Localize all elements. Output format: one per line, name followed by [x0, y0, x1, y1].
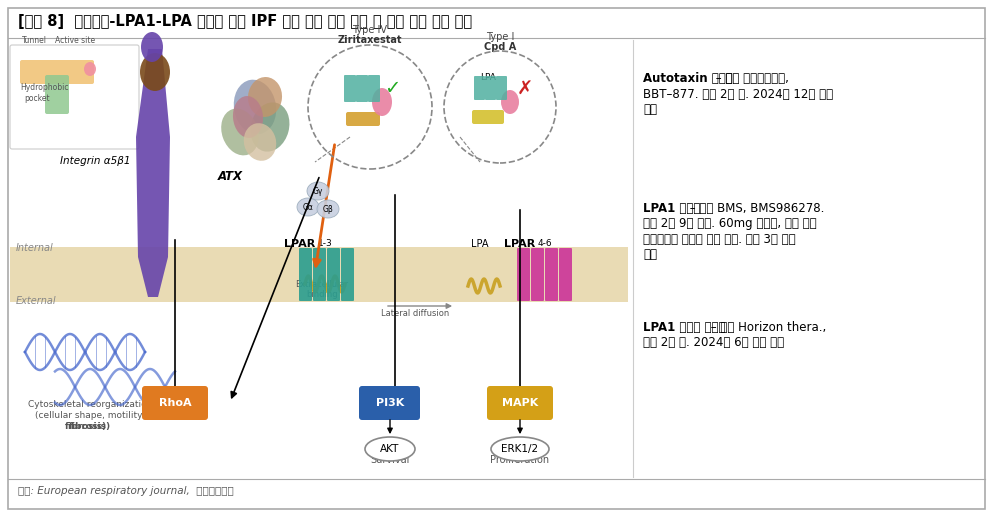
Text: – 미국 BMS, BMS986278.: – 미국 BMS, BMS986278.	[685, 202, 824, 215]
FancyBboxPatch shape	[10, 247, 628, 302]
FancyBboxPatch shape	[517, 248, 530, 301]
Text: – 국내 브릿지바이오,: – 국내 브릿지바이오,	[712, 72, 788, 85]
FancyBboxPatch shape	[359, 386, 420, 420]
Text: Gβ: Gβ	[323, 205, 334, 214]
FancyBboxPatch shape	[559, 248, 572, 301]
FancyBboxPatch shape	[313, 248, 326, 301]
Ellipse shape	[491, 437, 549, 461]
Ellipse shape	[248, 77, 282, 117]
Text: ERK1/2: ERK1/2	[501, 444, 538, 454]
Text: AKT: AKT	[380, 444, 400, 454]
FancyBboxPatch shape	[474, 76, 485, 100]
FancyBboxPatch shape	[45, 75, 69, 114]
Text: Hydrophobic: Hydrophobic	[20, 83, 69, 92]
Text: Type I: Type I	[486, 32, 514, 42]
Text: binding: binding	[306, 290, 338, 299]
Text: 임상 2상 중. 2024년 6월 완료 전망: 임상 2상 중. 2024년 6월 완료 전망	[643, 336, 784, 349]
Text: Cpd A: Cpd A	[484, 42, 516, 52]
Text: Gα: Gα	[303, 203, 314, 211]
Text: Tunnel: Tunnel	[22, 36, 47, 45]
Text: Cytoskeletal reorganization: Cytoskeletal reorganization	[28, 400, 152, 409]
Text: External: External	[16, 296, 57, 306]
Text: PI3K: PI3K	[376, 398, 404, 408]
FancyBboxPatch shape	[368, 75, 380, 102]
Text: (cellular shape, motility,: (cellular shape, motility,	[35, 411, 145, 420]
Polygon shape	[136, 49, 170, 297]
Ellipse shape	[84, 62, 96, 76]
Text: Internal: Internal	[16, 243, 54, 253]
Ellipse shape	[307, 182, 329, 200]
Text: RhoA: RhoA	[159, 398, 192, 408]
Text: ✓: ✓	[384, 80, 400, 99]
Text: LPA: LPA	[480, 73, 496, 82]
Text: Proliferation: Proliferation	[491, 455, 549, 465]
Text: MAPK: MAPK	[501, 398, 538, 408]
Ellipse shape	[141, 32, 163, 62]
Ellipse shape	[501, 90, 519, 114]
Ellipse shape	[140, 53, 170, 91]
FancyBboxPatch shape	[142, 386, 208, 420]
Text: 전망: 전망	[643, 103, 657, 116]
Ellipse shape	[244, 123, 276, 161]
Text: [그림 8]  오토탁신-LPA1-LPA 수용체 관련 IPF 신약 개발 작용 기전 및 주요 임상 개발 현황: [그림 8] 오토탁신-LPA1-LPA 수용체 관련 IPF 신약 개발 작용…	[18, 14, 472, 29]
FancyBboxPatch shape	[299, 248, 312, 301]
Text: Integrin α5β1: Integrin α5β1	[60, 156, 130, 166]
Text: fibrosis): fibrosis)	[65, 422, 107, 431]
FancyBboxPatch shape	[356, 75, 368, 102]
Ellipse shape	[250, 102, 290, 151]
Text: LPAR: LPAR	[284, 239, 315, 249]
Text: 통계적으로 유의한 효능 확인. 임상 3상 진입: 통계적으로 유의한 효능 확인. 임상 3상 진입	[643, 233, 796, 246]
Ellipse shape	[221, 109, 259, 156]
Ellipse shape	[317, 200, 339, 218]
FancyBboxPatch shape	[10, 45, 139, 149]
Text: fibrosis): fibrosis)	[69, 422, 111, 431]
Text: BBT–877. 임상 2상 중. 2024년 12월 완료: BBT–877. 임상 2상 중. 2024년 12월 완료	[643, 88, 833, 101]
Text: ATX: ATX	[218, 171, 243, 184]
Text: Gγ: Gγ	[313, 187, 323, 195]
FancyBboxPatch shape	[327, 248, 340, 301]
Ellipse shape	[233, 80, 276, 134]
Ellipse shape	[365, 437, 415, 461]
FancyBboxPatch shape	[20, 60, 94, 84]
Text: LPAR: LPAR	[504, 239, 535, 249]
Text: pocket: pocket	[24, 94, 50, 103]
FancyBboxPatch shape	[485, 76, 496, 100]
FancyBboxPatch shape	[341, 248, 354, 301]
FancyBboxPatch shape	[344, 75, 356, 102]
Text: – 미국 Horizon thera.,: – 미국 Horizon thera.,	[707, 321, 826, 333]
Ellipse shape	[233, 96, 263, 138]
Text: 자료: European respiratory journal,  한국투자증권: 자료: European respiratory journal, 한국투자증권	[18, 486, 233, 496]
Text: LPA1 수용체 저해제: LPA1 수용체 저해제	[643, 321, 726, 333]
FancyBboxPatch shape	[487, 386, 553, 420]
Text: Survival: Survival	[370, 455, 410, 465]
FancyBboxPatch shape	[545, 248, 558, 301]
Text: 임상 2상 9월 완료. 60mg 투약군, 위약 대비: 임상 2상 9월 완료. 60mg 투약군, 위약 대비	[643, 217, 817, 230]
FancyBboxPatch shape	[8, 8, 985, 509]
Text: 전망: 전망	[643, 248, 657, 261]
Text: Extracellular: Extracellular	[296, 280, 349, 289]
Text: (cellular shape, motility,: (cellular shape, motility,	[62, 429, 79, 431]
Text: Active site: Active site	[55, 36, 95, 45]
Text: Type IV: Type IV	[353, 25, 387, 35]
Ellipse shape	[297, 198, 319, 216]
Text: 4-6: 4-6	[538, 239, 553, 248]
FancyBboxPatch shape	[496, 76, 507, 100]
Ellipse shape	[372, 88, 392, 116]
Text: ✗: ✗	[516, 80, 533, 99]
Text: LPA: LPA	[472, 239, 489, 249]
Text: 1-3: 1-3	[318, 239, 333, 248]
Text: LPA1 저해제: LPA1 저해제	[643, 202, 701, 215]
Text: Autotaxin 저해제: Autotaxin 저해제	[643, 72, 733, 85]
FancyBboxPatch shape	[472, 110, 504, 124]
FancyBboxPatch shape	[346, 112, 380, 126]
Text: Ziritaxestat: Ziritaxestat	[338, 35, 402, 45]
Text: Lateral diffusion: Lateral diffusion	[381, 309, 449, 318]
FancyBboxPatch shape	[531, 248, 544, 301]
